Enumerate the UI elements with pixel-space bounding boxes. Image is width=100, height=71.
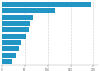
Bar [2,34,26,39]
Bar [2,2,91,7]
Bar [2,21,30,26]
Bar [2,8,55,13]
Bar [2,59,12,64]
Bar [2,27,28,32]
Bar [2,40,21,45]
Bar [2,15,33,20]
Bar [2,47,19,51]
Bar [2,53,16,58]
